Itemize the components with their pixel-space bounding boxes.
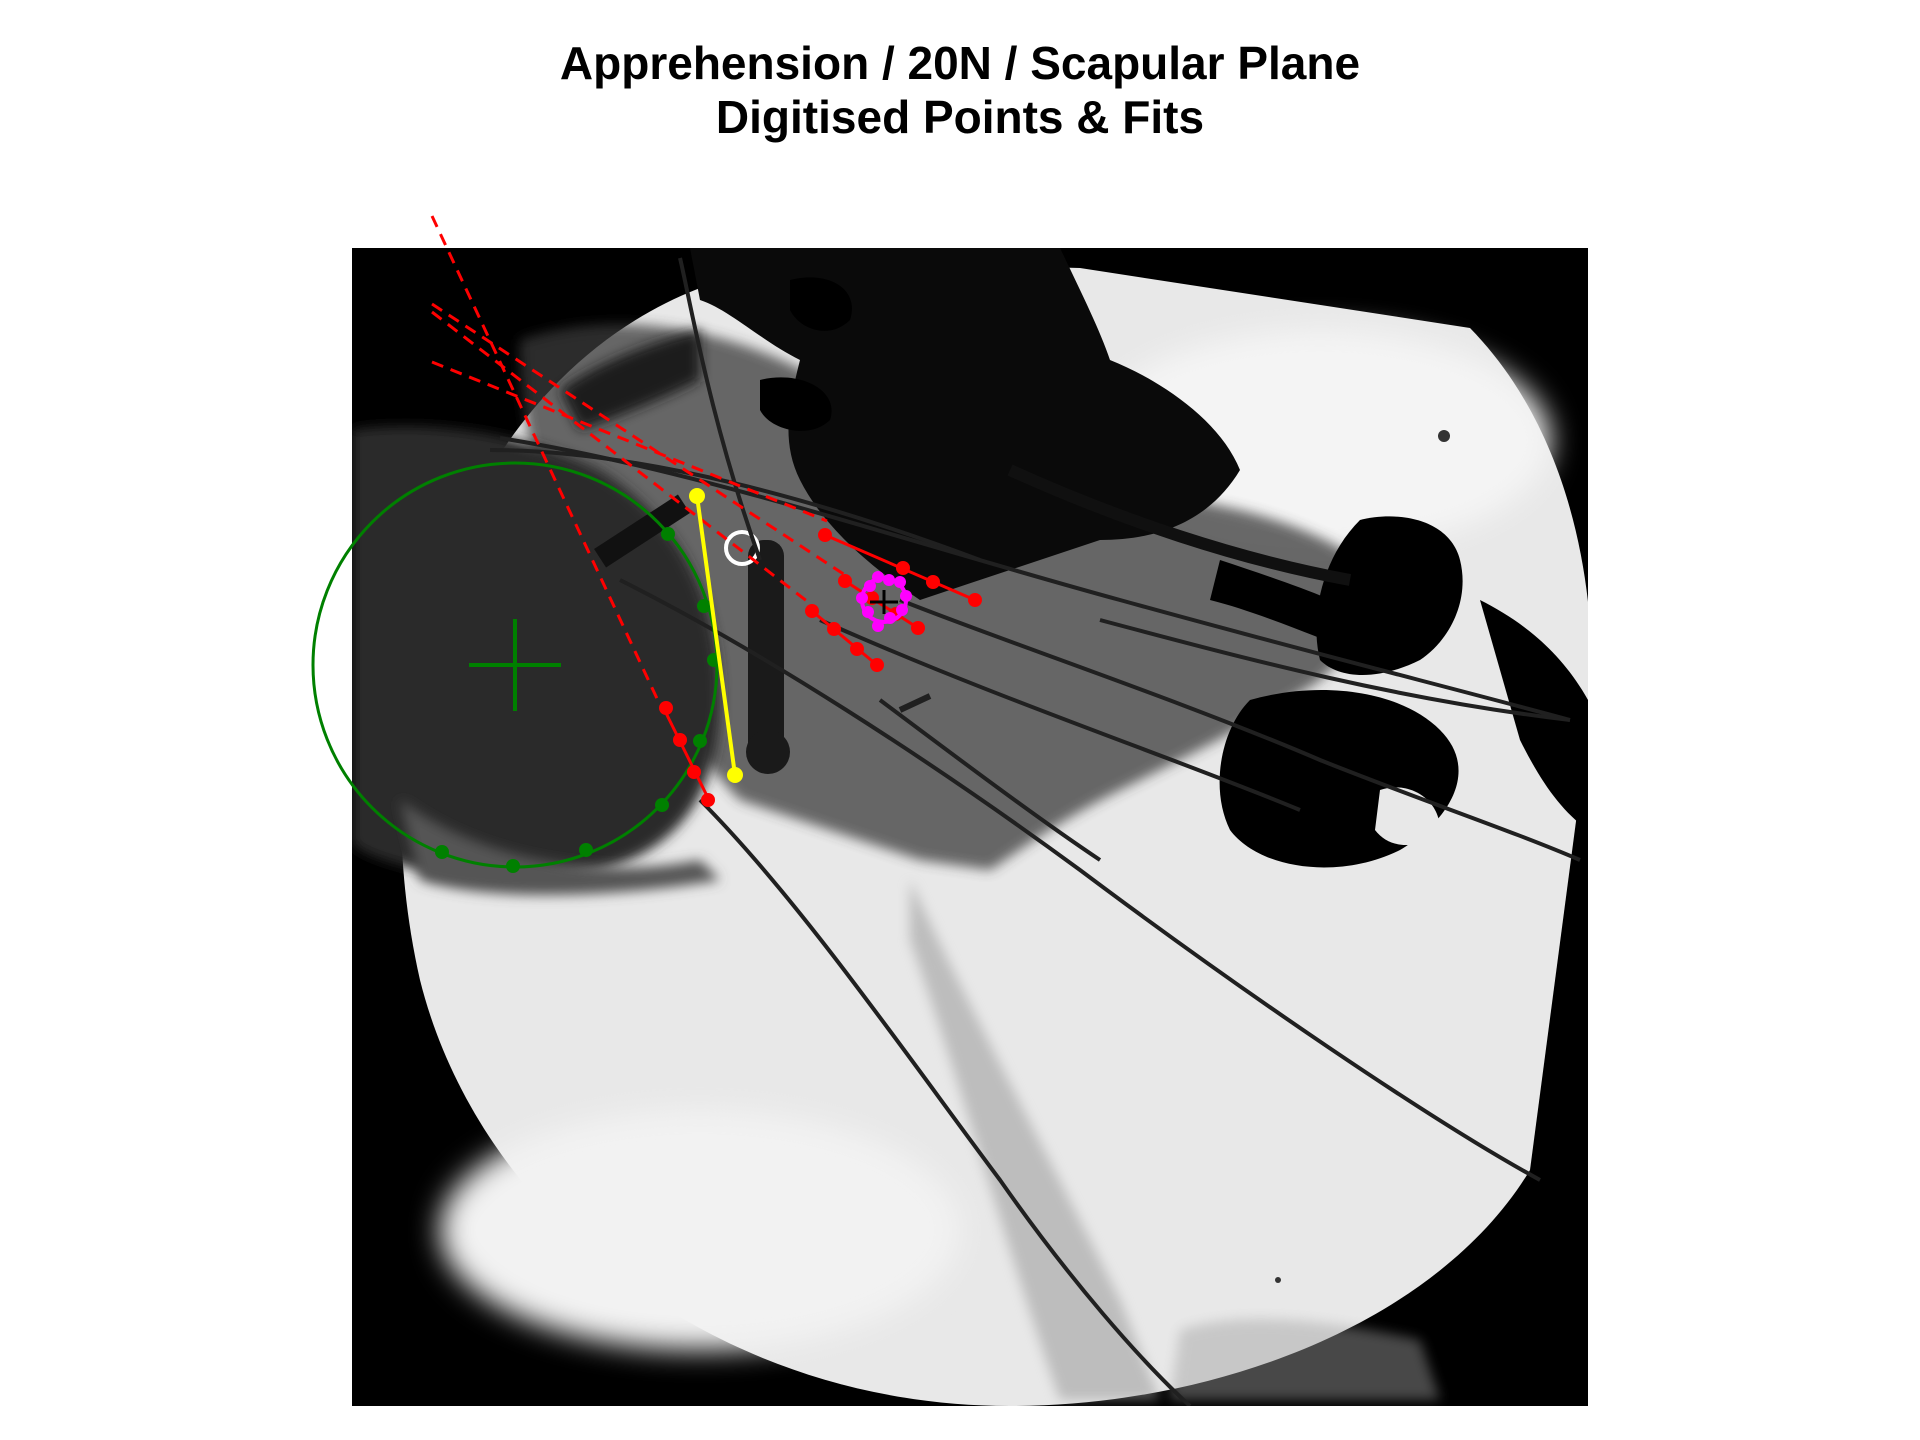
landmark-segment-line	[695, 495, 737, 776]
xray-image	[352, 248, 1588, 1406]
line-fit-point	[827, 622, 841, 636]
line-fit-extension	[431, 302, 846, 577]
humeral-head-point	[579, 843, 593, 857]
line-fit	[662, 708, 712, 803]
figure-title-line-1: Apprehension / 20N / Scapular Plane	[559, 37, 1361, 89]
screw-hardware	[746, 730, 790, 774]
landmark-endpoint	[727, 767, 743, 783]
line-fit-extensions	[430, 215, 846, 706]
landmark-endpoint	[689, 488, 705, 504]
line-fit	[811, 609, 878, 667]
figure-title: Apprehension / 20N / Scapular Plane Digi…	[0, 36, 1920, 144]
apparatus-top	[760, 377, 832, 431]
soft-tissue-band	[1170, 1319, 1440, 1400]
soft-tissue-band	[910, 880, 1160, 1400]
screw-hardware	[724, 530, 760, 566]
tension-wires	[1007, 464, 1352, 586]
clavicle-shadow	[560, 330, 700, 430]
line-fit-point	[870, 658, 884, 672]
apparatus-right	[1210, 560, 1370, 650]
humeral-head-point	[435, 845, 449, 859]
landmark-segment	[689, 488, 743, 783]
speck	[1438, 430, 1450, 442]
scapula-shadow	[520, 324, 1400, 870]
line-fit-point	[687, 765, 701, 779]
line-fit-point	[659, 701, 673, 715]
line-fit-point	[896, 561, 910, 575]
humeral-head-point	[655, 798, 669, 812]
humeral-head-point	[661, 527, 675, 541]
line-fit-point	[968, 593, 982, 607]
apparatus-top	[790, 277, 852, 331]
line-fit-point	[926, 575, 940, 589]
line-fit-point	[838, 574, 852, 588]
line-fit-point	[701, 793, 715, 807]
line-fit-point	[911, 621, 925, 635]
line-fit-extension	[431, 360, 828, 523]
humeral-head-shadow	[400, 800, 720, 895]
marker-point	[894, 576, 906, 588]
soft-tissue-light	[440, 1110, 960, 1350]
humeral-head-point	[506, 859, 520, 873]
humeral-head-fit	[311, 461, 721, 873]
speck	[1275, 1277, 1281, 1283]
line-fit-point	[673, 733, 687, 747]
line-fit-point	[818, 528, 832, 542]
line-fit-point	[805, 604, 819, 618]
line-fit	[844, 579, 919, 630]
figure-title-line-2: Digitised Points & Fits	[715, 91, 1205, 143]
humeral-head-point	[693, 734, 707, 748]
tension-wires	[489, 257, 1581, 1406]
line-fit-extension	[430, 215, 662, 706]
marker-fit-circle	[860, 576, 908, 624]
screw-hardware	[748, 540, 784, 760]
tension-wires	[898, 693, 932, 713]
line-fit-point	[850, 642, 864, 656]
marker-cluster	[856, 571, 912, 632]
humeral-head-point	[697, 599, 711, 613]
screw-hardware	[594, 494, 690, 568]
